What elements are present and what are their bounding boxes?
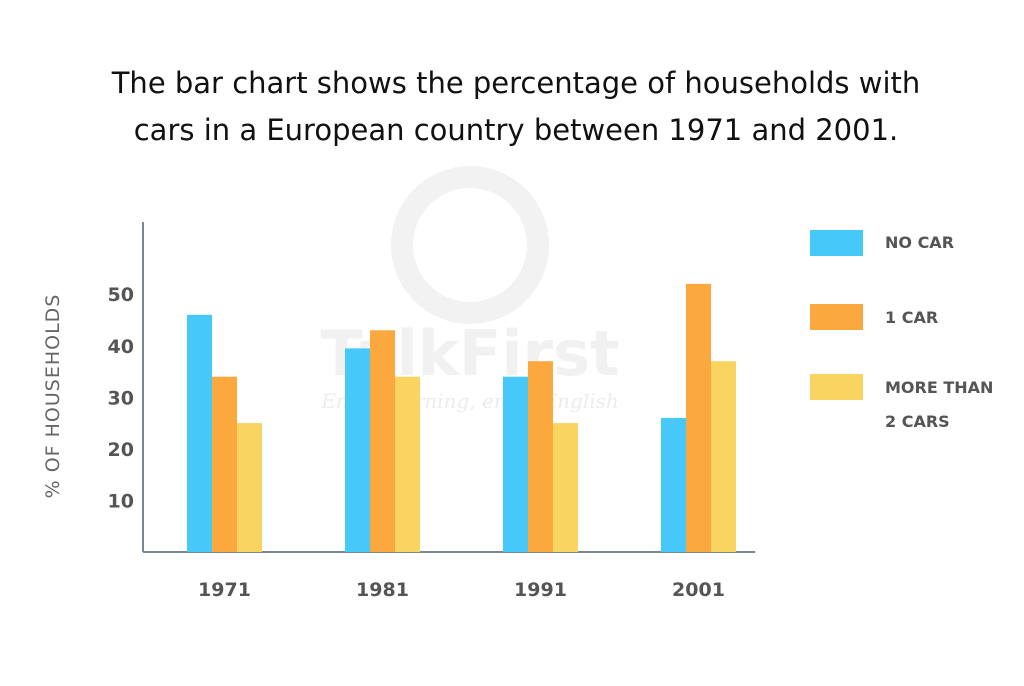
bar-1991-more-than-2-cars (553, 423, 578, 552)
y-tick-label: 30 (108, 387, 134, 409)
x-tick-labels: 1971 1981 1991 2001 (198, 579, 725, 601)
legend-label: MORE THAN (885, 378, 993, 397)
x-tick-label: 1981 (356, 579, 409, 601)
watermark-logo-icon (391, 166, 549, 324)
bar-1981-1-car (370, 330, 395, 552)
y-tick-label: 10 (108, 490, 134, 512)
bar-1971-more-than-2-cars (237, 423, 262, 552)
chart-title-line-1: The bar chart shows the percentage of ho… (111, 66, 921, 100)
x-tick-label: 1971 (198, 579, 251, 601)
legend-swatch (810, 304, 863, 330)
legend-swatch (810, 374, 863, 400)
bar-1991-1-car (528, 361, 553, 552)
bars (187, 283, 736, 552)
y-tick-labels: 10 20 30 40 50 (108, 284, 134, 512)
bar-2001-more-than-2-cars (711, 361, 736, 552)
legend-label: 1 CAR (885, 308, 938, 327)
bar-2001-no-car (661, 417, 686, 552)
bar-1971-no-car (187, 314, 212, 552)
bar-1981-no-car (345, 348, 370, 552)
y-axis-label: % OF HOUSEHOLDS (42, 294, 64, 499)
y-tick-label: 20 (108, 439, 134, 461)
bar-1981-more-than-2-cars (395, 376, 420, 552)
chart-title-line-2: cars in a European country between 1971 … (134, 113, 899, 147)
bar-1971-1-car (212, 376, 237, 552)
x-tick-label: 1991 (514, 579, 567, 601)
y-tick-label: 40 (108, 336, 134, 358)
legend-label: NO CAR (885, 233, 954, 252)
legend-label: 2 CARS (885, 412, 950, 431)
bar-2001-1-car (686, 283, 711, 552)
y-tick-label: 50 (108, 284, 134, 306)
bar-1991-no-car (503, 376, 528, 552)
x-tick-label: 2001 (672, 579, 725, 601)
legend: NO CAR 1 CAR MORE THAN 2 CARS (810, 230, 993, 431)
legend-swatch (810, 230, 863, 256)
